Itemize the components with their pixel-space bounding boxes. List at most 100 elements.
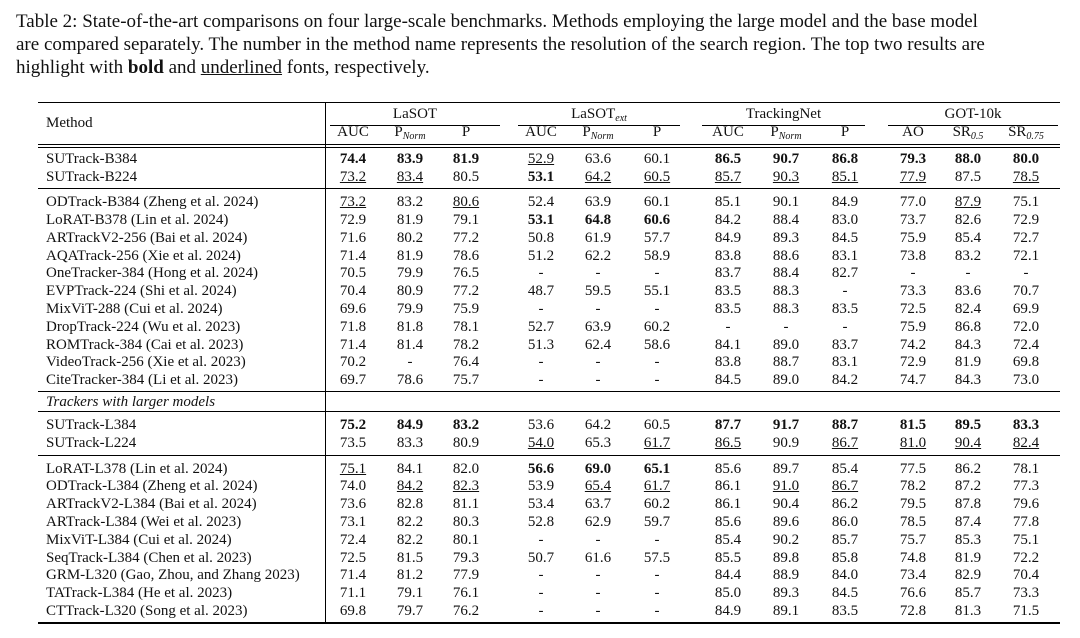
value-cell: - (595, 567, 601, 584)
value-cell: 58.9 (643, 247, 671, 264)
value-cell: 82.4 (1012, 435, 1040, 452)
value-cell: 82.8 (396, 496, 424, 513)
method-cell: GRM-L320 (Gao, Zhou, and Zhang 2023) (46, 567, 300, 584)
value-cell: 62.9 (584, 513, 612, 530)
column-header: PNorm (375, 124, 445, 142)
method-cell: ROMTrack-384 (Cai et al. 2023) (46, 336, 244, 353)
value-cell: 83.5 (831, 300, 859, 317)
value-cell: 86.2 (954, 460, 982, 477)
value-cell: 72.4 (339, 531, 367, 548)
value-cell: 60.5 (643, 168, 671, 185)
value-cell: - (910, 265, 916, 282)
value-cell: 83.8 (714, 247, 742, 264)
caption-text: fonts, respectively. (286, 57, 430, 78)
value-cell: 83.7 (831, 336, 859, 353)
value-cell: 89.5 (954, 417, 982, 434)
value-cell: 71.6 (339, 229, 367, 246)
value-cell: 89.0 (772, 372, 800, 389)
header-text: P (394, 124, 403, 140)
value-cell: 82.4 (954, 300, 982, 317)
value-cell: 84.3 (954, 372, 982, 389)
value-cell: 62.4 (584, 336, 612, 353)
value-cell: 88.0 (954, 151, 982, 167)
value-cell: 72.2 (1012, 549, 1040, 566)
method-cell: ARTrackV2-L384 (Bai et al. 2024) (46, 496, 257, 513)
value-cell: 79.9 (396, 265, 424, 282)
value-cell: - (654, 265, 660, 282)
value-cell: 73.8 (899, 247, 927, 264)
value-cell: 90.4 (772, 496, 800, 513)
value-cell: 84.0 (831, 567, 859, 584)
value-cell: - (595, 354, 601, 371)
value-cell: 75.9 (452, 300, 480, 317)
value-cell: 78.1 (1012, 460, 1040, 477)
value-cell: 70.5 (339, 265, 367, 282)
value-cell: 91.7 (772, 417, 800, 434)
header-subscript: Norm (402, 131, 426, 142)
caption-line: are compared separately. The number in t… (16, 34, 985, 55)
header-text: P (582, 124, 591, 140)
value-cell: 85.1 (831, 168, 859, 185)
value-cell: 60.1 (643, 151, 671, 167)
value-cell: 77.2 (452, 229, 480, 246)
value-cell: 71.8 (339, 318, 367, 335)
value-cell: 63.6 (584, 151, 612, 167)
value-cell: 73.4 (899, 567, 927, 584)
value-cell: 76.1 (452, 585, 480, 602)
value-cell: 83.6 (954, 283, 982, 300)
value-cell: 50.8 (527, 229, 555, 246)
value-cell: 87.9 (954, 194, 982, 211)
value-cell: 79.7 (396, 602, 424, 619)
value-cell: 88.7 (831, 417, 859, 434)
value-cell: 72.9 (1012, 211, 1040, 228)
value-cell: 72.9 (339, 211, 367, 228)
value-cell: 84.9 (714, 602, 742, 619)
value-cell: 85.6 (714, 513, 742, 530)
value-cell: 83.5 (714, 300, 742, 317)
method-cell: LoRAT-B378 (Lin et al. 2024) (46, 211, 229, 228)
value-cell: 81.9 (954, 354, 982, 371)
value-cell: 62.2 (584, 247, 612, 264)
value-cell: 90.1 (772, 194, 800, 211)
value-cell: 75.1 (1012, 531, 1040, 548)
value-cell: 60.2 (643, 318, 671, 335)
value-cell: 52.8 (527, 513, 555, 530)
value-cell: - (538, 585, 544, 602)
value-cell: 84.9 (396, 417, 424, 434)
value-cell: 76.4 (452, 354, 480, 371)
value-cell: 65.4 (584, 478, 612, 495)
value-cell: 87.2 (954, 478, 982, 495)
value-cell: 77.0 (899, 194, 927, 211)
value-cell: 88.4 (772, 211, 800, 228)
value-cell: 65.1 (643, 460, 671, 477)
value-cell: - (595, 585, 601, 602)
value-cell: 79.1 (396, 585, 424, 602)
value-cell: 83.3 (1012, 417, 1040, 434)
value-cell: - (654, 567, 660, 584)
column-header: P (431, 124, 501, 142)
value-cell: 86.8 (954, 318, 982, 335)
value-cell: 78.5 (899, 513, 927, 530)
value-cell: 79.6 (1012, 496, 1040, 513)
value-cell: - (538, 531, 544, 548)
method-cell: EVPTrack-224 (Shi et al. 2024) (46, 283, 237, 300)
value-cell: - (654, 602, 660, 619)
value-cell: 88.3 (772, 300, 800, 317)
column-header: AUC (318, 124, 388, 142)
value-cell: 81.5 (899, 417, 927, 434)
column-header: AO (878, 124, 948, 142)
value-cell: 57.7 (643, 229, 671, 246)
value-cell: - (407, 354, 413, 371)
value-cell: 77.9 (452, 567, 480, 584)
value-cell: 70.4 (339, 283, 367, 300)
value-cell: 72.5 (339, 549, 367, 566)
header-text: AUC (337, 124, 369, 140)
header-text: TrackingNet (745, 106, 822, 122)
value-cell: 89.6 (772, 513, 800, 530)
value-cell: 64.2 (584, 168, 612, 185)
value-cell: - (538, 265, 544, 282)
value-cell: 73.2 (339, 168, 367, 185)
caption-underlined: underlined (200, 57, 283, 78)
value-cell: 84.1 (714, 336, 742, 353)
value-cell: 72.4 (1012, 336, 1040, 353)
